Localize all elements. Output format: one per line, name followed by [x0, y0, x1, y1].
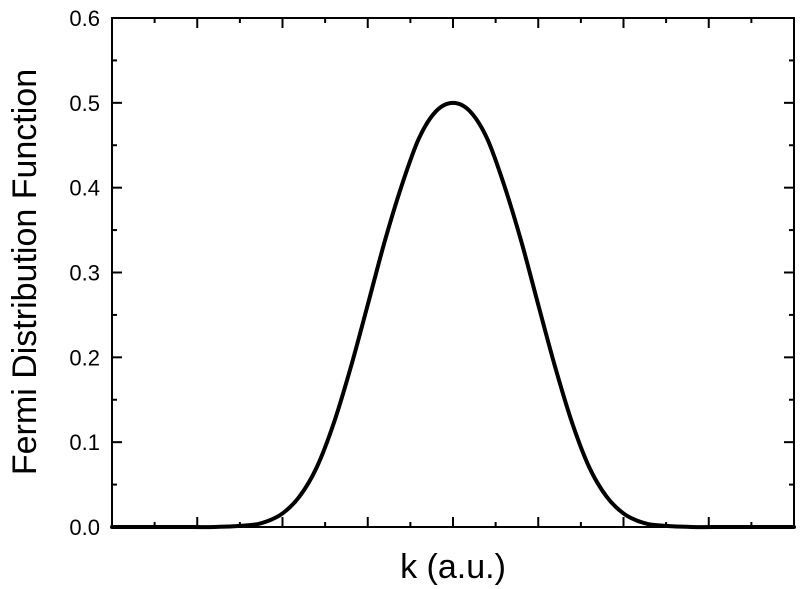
y-axis-title: Fermi Distribution Function — [6, 69, 44, 475]
y-tick-label: 0.2 — [69, 345, 100, 370]
data-points — [112, 103, 794, 527]
y-tick-label: 0.5 — [69, 91, 100, 116]
x-axis-title: k (a.u.) — [400, 548, 506, 586]
plot-area-frame — [111, 17, 795, 528]
series-line — [110, 100, 796, 530]
y-tick-label: 0.0 — [69, 515, 100, 540]
y-tick-label: 0.1 — [69, 430, 100, 455]
y-axis-ticks — [112, 17, 794, 528]
y-tick-label: 0.6 — [69, 6, 100, 31]
y-axis-tick-labels: 0.0 0.1 0.2 0.3 0.4 0.5 0.6 — [69, 6, 100, 540]
x-axis-ticks — [111, 18, 795, 527]
y-tick-label: 0.4 — [69, 176, 100, 201]
y-tick-label: 0.3 — [69, 261, 100, 286]
